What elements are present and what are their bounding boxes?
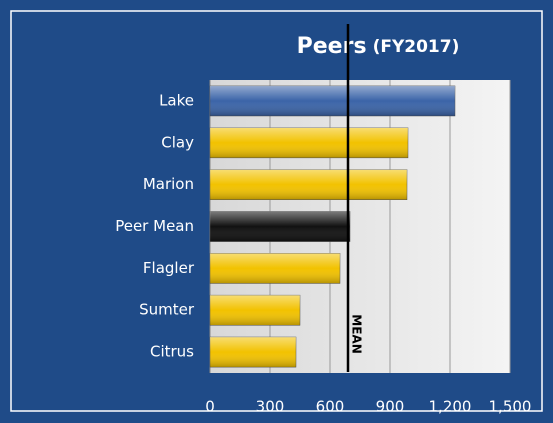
title: Peers — [297, 34, 367, 59]
x-tick-label: 900 — [376, 398, 405, 416]
x-tick-label: 0 — [205, 398, 215, 416]
x-tick-label: 600 — [316, 398, 345, 416]
x-tick-label: 300 — [256, 398, 285, 416]
y-tick-label: Lake — [159, 91, 194, 109]
y-tick-label: Flagler — [143, 259, 195, 277]
bar-shine — [210, 295, 300, 326]
y-tick-label: Citrus — [150, 343, 194, 361]
bar-shine — [210, 211, 350, 242]
y-tick-label: Peer Mean — [115, 217, 194, 235]
mean-label: MEAN — [350, 314, 364, 353]
frame — [10, 10, 543, 412]
y-tick-label: Clay — [161, 133, 194, 151]
x-tick-label: 1,200 — [429, 398, 472, 416]
chart-title: Peers (FY2017) — [297, 34, 460, 59]
subtitle: (FY2017) — [373, 37, 460, 57]
x-tick-label: 1,500 — [489, 398, 532, 416]
y-tick-label: Marion — [143, 175, 194, 193]
bar-shine — [210, 253, 340, 284]
bar-shine — [210, 169, 407, 200]
bar-shine — [210, 85, 455, 116]
bar-shine — [210, 127, 408, 158]
bar-shine — [210, 337, 296, 368]
y-tick-label: Sumter — [139, 301, 195, 319]
